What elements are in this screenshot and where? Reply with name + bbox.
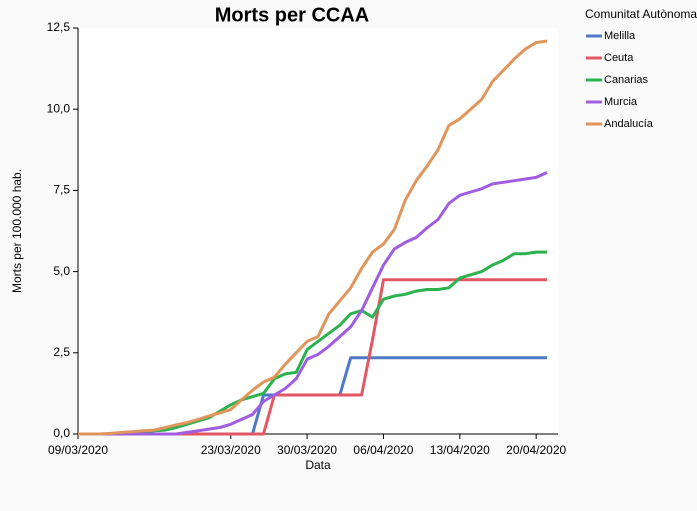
legend-label: Andalucía (604, 118, 654, 130)
x-axis-label: Data (305, 458, 331, 472)
y-tick-label: 10,0 (47, 101, 71, 115)
y-tick-label: 2,5 (53, 345, 70, 359)
legend-label: Murcia (604, 96, 638, 108)
y-tick-label: 0,0 (53, 426, 70, 440)
y-tick-label: 5,0 (53, 264, 70, 278)
legend-label: Canarias (604, 74, 649, 86)
y-tick-label: 7,5 (53, 183, 70, 197)
legend-title: Comunitat Autònoma (585, 7, 697, 21)
x-tick-label: 06/04/2020 (353, 443, 413, 457)
legend-label: Ceuta (604, 52, 634, 64)
x-tick-label: 30/03/2020 (277, 443, 337, 457)
plot-area (78, 28, 558, 434)
series-line (78, 171, 548, 436)
y-axis-label: Morts per 100.000 hab. (10, 169, 24, 293)
x-tick-label: 20/04/2020 (506, 443, 566, 457)
y-tick-label: 12,5 (47, 20, 71, 34)
x-tick-label: 13/04/2020 (430, 443, 490, 457)
x-tick-label: 23/03/2020 (201, 443, 261, 457)
x-tick-label: 09/03/2020 (48, 443, 108, 457)
legend-label: Melilla (604, 30, 636, 42)
chart-title: Morts per CCAA (215, 4, 369, 26)
series-line (78, 39, 548, 436)
